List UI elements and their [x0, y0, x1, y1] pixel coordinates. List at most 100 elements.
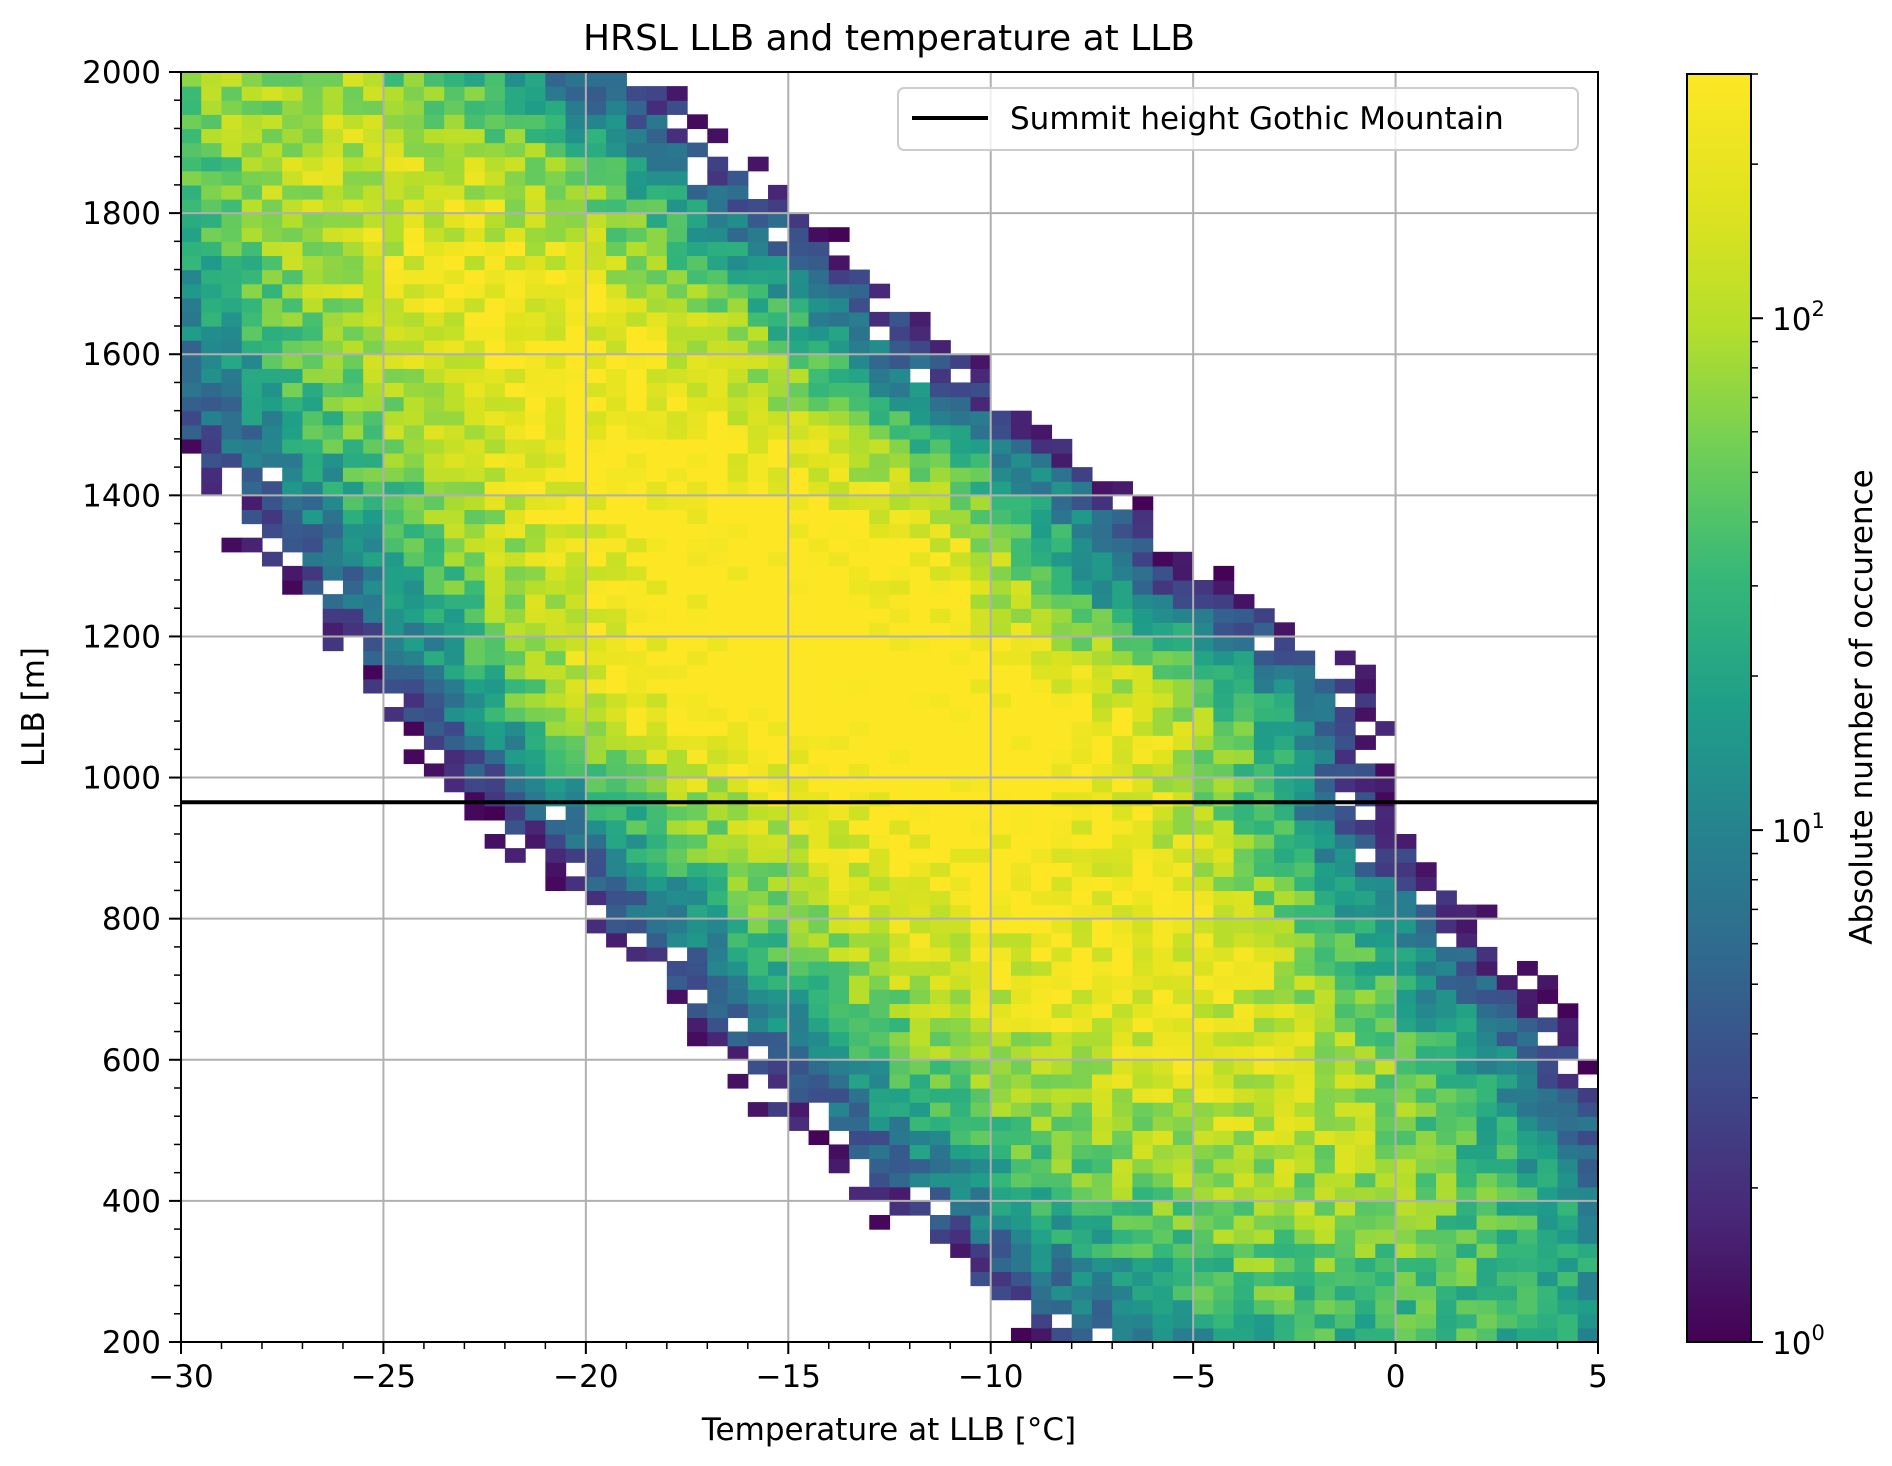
heatmap-cell — [909, 509, 931, 525]
heatmap-cell — [545, 481, 567, 496]
heatmap-cell — [1213, 763, 1235, 779]
heatmap-cell — [1355, 961, 1376, 976]
heatmap-cell — [1010, 453, 1032, 468]
heatmap-cell — [585, 749, 607, 765]
heatmap-cell — [727, 721, 749, 736]
heatmap-cell — [828, 650, 850, 666]
heatmap-cell — [1152, 1186, 1174, 1202]
heatmap-cell — [626, 551, 648, 567]
heatmap-cell — [828, 862, 850, 877]
heatmap-cell — [727, 311, 749, 327]
heatmap-cell — [1152, 1285, 1174, 1301]
heatmap-cell — [687, 1003, 708, 1019]
heatmap-cell — [1091, 834, 1113, 849]
heatmap-cell — [1132, 664, 1154, 680]
heatmap-cell — [768, 890, 789, 906]
heatmap-cell — [423, 707, 445, 722]
heatmap-cell — [1334, 1327, 1356, 1342]
heatmap-cell — [869, 932, 891, 948]
heatmap-cell — [464, 636, 486, 652]
heatmap-cell — [788, 777, 810, 793]
heatmap-cell — [1132, 932, 1154, 948]
heatmap-cell — [929, 707, 951, 722]
heatmap-cell — [909, 1116, 931, 1131]
heatmap-cell — [241, 410, 263, 426]
heatmap-cell — [1355, 1229, 1376, 1244]
heatmap-cell — [869, 819, 891, 835]
heatmap-cell — [525, 142, 546, 158]
heatmap-cell — [1031, 961, 1053, 976]
heatmap-cell — [302, 100, 324, 115]
heatmap-cell — [1294, 1229, 1316, 1244]
y-tick-label: 600 — [102, 1043, 161, 1079]
heatmap-cell — [889, 692, 911, 708]
heatmap-cell — [1172, 1059, 1194, 1075]
heatmap-cell — [525, 523, 546, 539]
heatmap-cell — [403, 170, 425, 186]
heatmap-cell — [1051, 467, 1073, 482]
heatmap-cell — [1193, 1186, 1214, 1202]
heatmap-cell — [1213, 1017, 1235, 1033]
heatmap-cell — [808, 396, 830, 412]
heatmap-cell — [970, 1073, 992, 1089]
heatmap-cell — [808, 1003, 830, 1019]
heatmap-cell — [1274, 1299, 1295, 1315]
heatmap-cell — [302, 241, 324, 257]
heatmap-cell — [423, 565, 445, 581]
heatmap-cell — [545, 622, 567, 638]
heatmap-cell — [707, 777, 729, 793]
heatmap-cell — [322, 340, 344, 355]
heatmap-cell — [1051, 1045, 1073, 1061]
heatmap-cell — [464, 199, 486, 214]
heatmap-cell — [1051, 509, 1073, 525]
x-tick-label: −20 — [553, 1359, 618, 1395]
heatmap-cell — [383, 227, 405, 242]
heatmap-cell — [1314, 834, 1336, 849]
heatmap-cell — [565, 269, 587, 285]
heatmap-cell — [1213, 862, 1235, 877]
heatmap-cell — [869, 862, 891, 877]
heatmap-cell — [1132, 1045, 1154, 1061]
heatmap-cell — [889, 495, 911, 511]
heatmap-cell — [484, 354, 506, 369]
heatmap-cell — [990, 721, 1012, 736]
heatmap-cell — [423, 241, 445, 257]
heatmap-cell — [1375, 763, 1397, 779]
heatmap-cell — [403, 664, 425, 680]
heatmap-cell — [504, 227, 526, 242]
heatmap-cell — [1233, 1144, 1255, 1160]
heatmap-cell — [970, 424, 992, 440]
heatmap-cell — [687, 890, 708, 906]
heatmap-cell — [464, 72, 486, 87]
heatmap-cell — [1314, 678, 1336, 694]
heatmap-cell — [606, 735, 627, 750]
heatmap-cell — [201, 467, 223, 482]
heatmap-cell — [484, 269, 506, 285]
heatmap-cell — [1091, 848, 1113, 863]
heatmap-cell — [788, 368, 810, 384]
heatmap-cell — [646, 156, 668, 172]
heatmap-cell — [1314, 692, 1336, 708]
heatmap-cell — [1294, 1215, 1316, 1230]
heatmap-cell — [1233, 1200, 1255, 1216]
heatmap-cell — [1132, 749, 1154, 765]
heatmap-cell — [1010, 1031, 1032, 1047]
heatmap-cell — [565, 721, 587, 736]
heatmap-cell — [1010, 467, 1032, 482]
heatmap-cell — [302, 269, 324, 285]
heatmap-cell — [1476, 1031, 1498, 1047]
heatmap-cell — [1071, 650, 1093, 666]
heatmap-cell — [383, 707, 405, 722]
heatmap-cell — [342, 213, 364, 228]
heatmap-cell — [849, 1130, 870, 1146]
heatmap-cell — [849, 438, 870, 454]
heatmap-cell — [1193, 1243, 1214, 1258]
heatmap-cell — [1355, 1116, 1376, 1131]
heatmap-cell — [808, 382, 830, 398]
heatmap-cell — [808, 565, 830, 581]
heatmap-cell — [403, 678, 425, 694]
heatmap-cell — [1253, 1172, 1275, 1188]
heatmap-cell — [1395, 848, 1417, 863]
heatmap-cell — [1375, 1144, 1397, 1160]
heatmap-cell — [545, 594, 567, 609]
